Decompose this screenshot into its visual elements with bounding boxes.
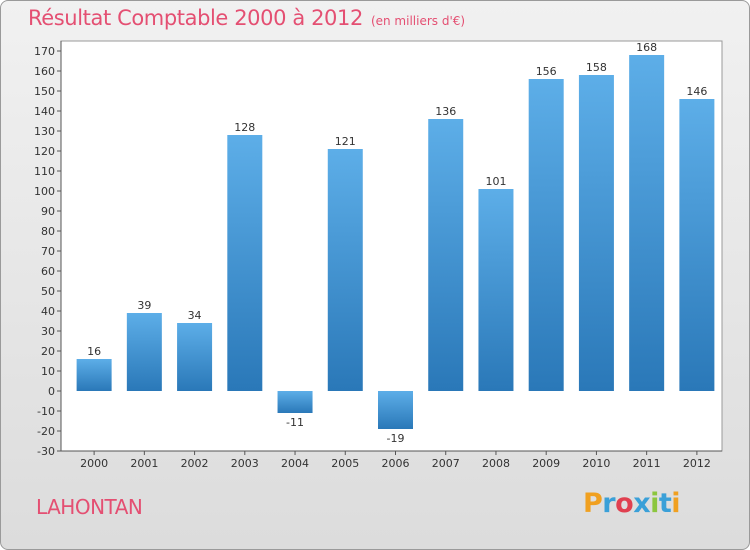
- x-axis: 2000 2001 2002 2003 2004 2005 2006 2007 2008 2009…: [61, 450, 722, 470]
- chart-subtitle: (en milliers d'€): [370, 14, 466, 28]
- y-tick-label: 80: [41, 225, 55, 238]
- bar-2007: [428, 119, 464, 391]
- bar-2006: [378, 391, 413, 429]
- y-tick-label: 110: [34, 165, 55, 178]
- x-tick-label: 2002: [181, 457, 209, 470]
- bar-2002: [177, 323, 213, 391]
- x-tick-label: 2005: [331, 457, 359, 470]
- x-tick-label: 2001: [130, 457, 158, 470]
- bar-value-label: -11: [286, 416, 304, 429]
- bar-value-label: 128: [234, 121, 255, 134]
- bar-value-label: 34: [188, 309, 202, 322]
- bar-2001: [126, 313, 162, 391]
- bar-2012: [679, 99, 715, 391]
- commune-name: LAHONTAN: [36, 495, 143, 519]
- y-tick-label: 70: [41, 245, 55, 258]
- y-tick-label: 30: [41, 325, 55, 338]
- bar-value-label: 101: [485, 175, 506, 188]
- y-tick-label: 160: [34, 65, 55, 78]
- bar-value-label: 158: [586, 61, 607, 74]
- logo-letter: P: [583, 488, 603, 519]
- logo-letter: i: [650, 488, 659, 519]
- y-tick-label: 120: [34, 145, 55, 158]
- y-axis: -30 -20 -10 0 10 20 30 40 50 60 70 80 90 100 110 120 130…: [34, 41, 62, 458]
- y-tick-label: 60: [41, 265, 55, 278]
- y-tick-label: 90: [41, 205, 55, 218]
- y-tick-label: 170: [34, 45, 55, 58]
- y-tick-label: 130: [34, 125, 55, 138]
- bar-value-label: 39: [137, 299, 151, 312]
- bar-2010: [578, 75, 614, 391]
- y-tick-label: -10: [37, 405, 55, 418]
- bar-value-label: -19: [387, 432, 405, 445]
- x-tick-label: 2004: [281, 457, 309, 470]
- y-tick-label: 140: [34, 105, 55, 118]
- bar-value-label: 16: [87, 345, 101, 358]
- logo-letter: t: [658, 488, 672, 519]
- logo-letter: x: [633, 488, 651, 519]
- x-tick-label: 2012: [683, 457, 711, 470]
- bar-2003: [227, 135, 263, 391]
- y-tick-label: -20: [37, 425, 55, 438]
- chart-title: Résultat Comptable 2000 à 2012 (en millie…: [28, 6, 465, 30]
- logo-letter: i: [671, 488, 681, 519]
- proxiti-logo: Proxiti: [583, 488, 681, 519]
- x-tick-label: 2008: [482, 457, 510, 470]
- bar-2009: [528, 79, 564, 391]
- x-tick-label: 2010: [582, 457, 610, 470]
- y-tick-label: 50: [41, 285, 55, 298]
- x-tick-label: 2003: [231, 457, 259, 470]
- x-tick-label: 2009: [532, 457, 560, 470]
- bar-value-label: 156: [536, 65, 557, 78]
- x-tick-label: 2000: [80, 457, 108, 470]
- y-tick-label: 10: [41, 365, 55, 378]
- y-tick-label: 40: [41, 305, 55, 318]
- bar-value-label: 136: [435, 105, 456, 118]
- bar-value-label: 146: [686, 85, 707, 98]
- logo-letter: o: [615, 488, 634, 519]
- bar-2008: [478, 189, 514, 391]
- bar-2011: [629, 55, 665, 391]
- bar-2005: [327, 149, 363, 391]
- x-tick-label: 2006: [382, 457, 410, 470]
- bar-2004: [277, 391, 313, 413]
- x-tick-label: 2007: [432, 457, 460, 470]
- chart-title-text: Résultat Comptable 2000 à 2012: [28, 6, 363, 30]
- y-tick-label: 100: [34, 185, 55, 198]
- bar-value-label: 168: [636, 41, 657, 54]
- x-tick-label: 2011: [633, 457, 661, 470]
- y-tick-label: 150: [34, 85, 55, 98]
- logo-letter: r: [602, 488, 616, 519]
- y-tick-label: 20: [41, 345, 55, 358]
- bar-2000: [76, 359, 112, 391]
- y-tick-label: 0: [48, 385, 55, 398]
- y-tick-label: -30: [37, 445, 55, 458]
- bar-value-label: 121: [335, 135, 356, 148]
- bar-series: 16 39 34 128 -11 121 -19 136 101 156 158 168 146: [76, 41, 715, 445]
